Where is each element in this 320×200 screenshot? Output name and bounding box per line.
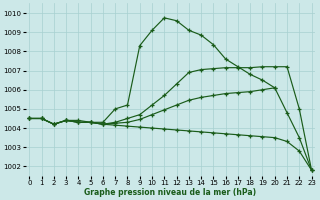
X-axis label: Graphe pression niveau de la mer (hPa): Graphe pression niveau de la mer (hPa)	[84, 188, 257, 197]
